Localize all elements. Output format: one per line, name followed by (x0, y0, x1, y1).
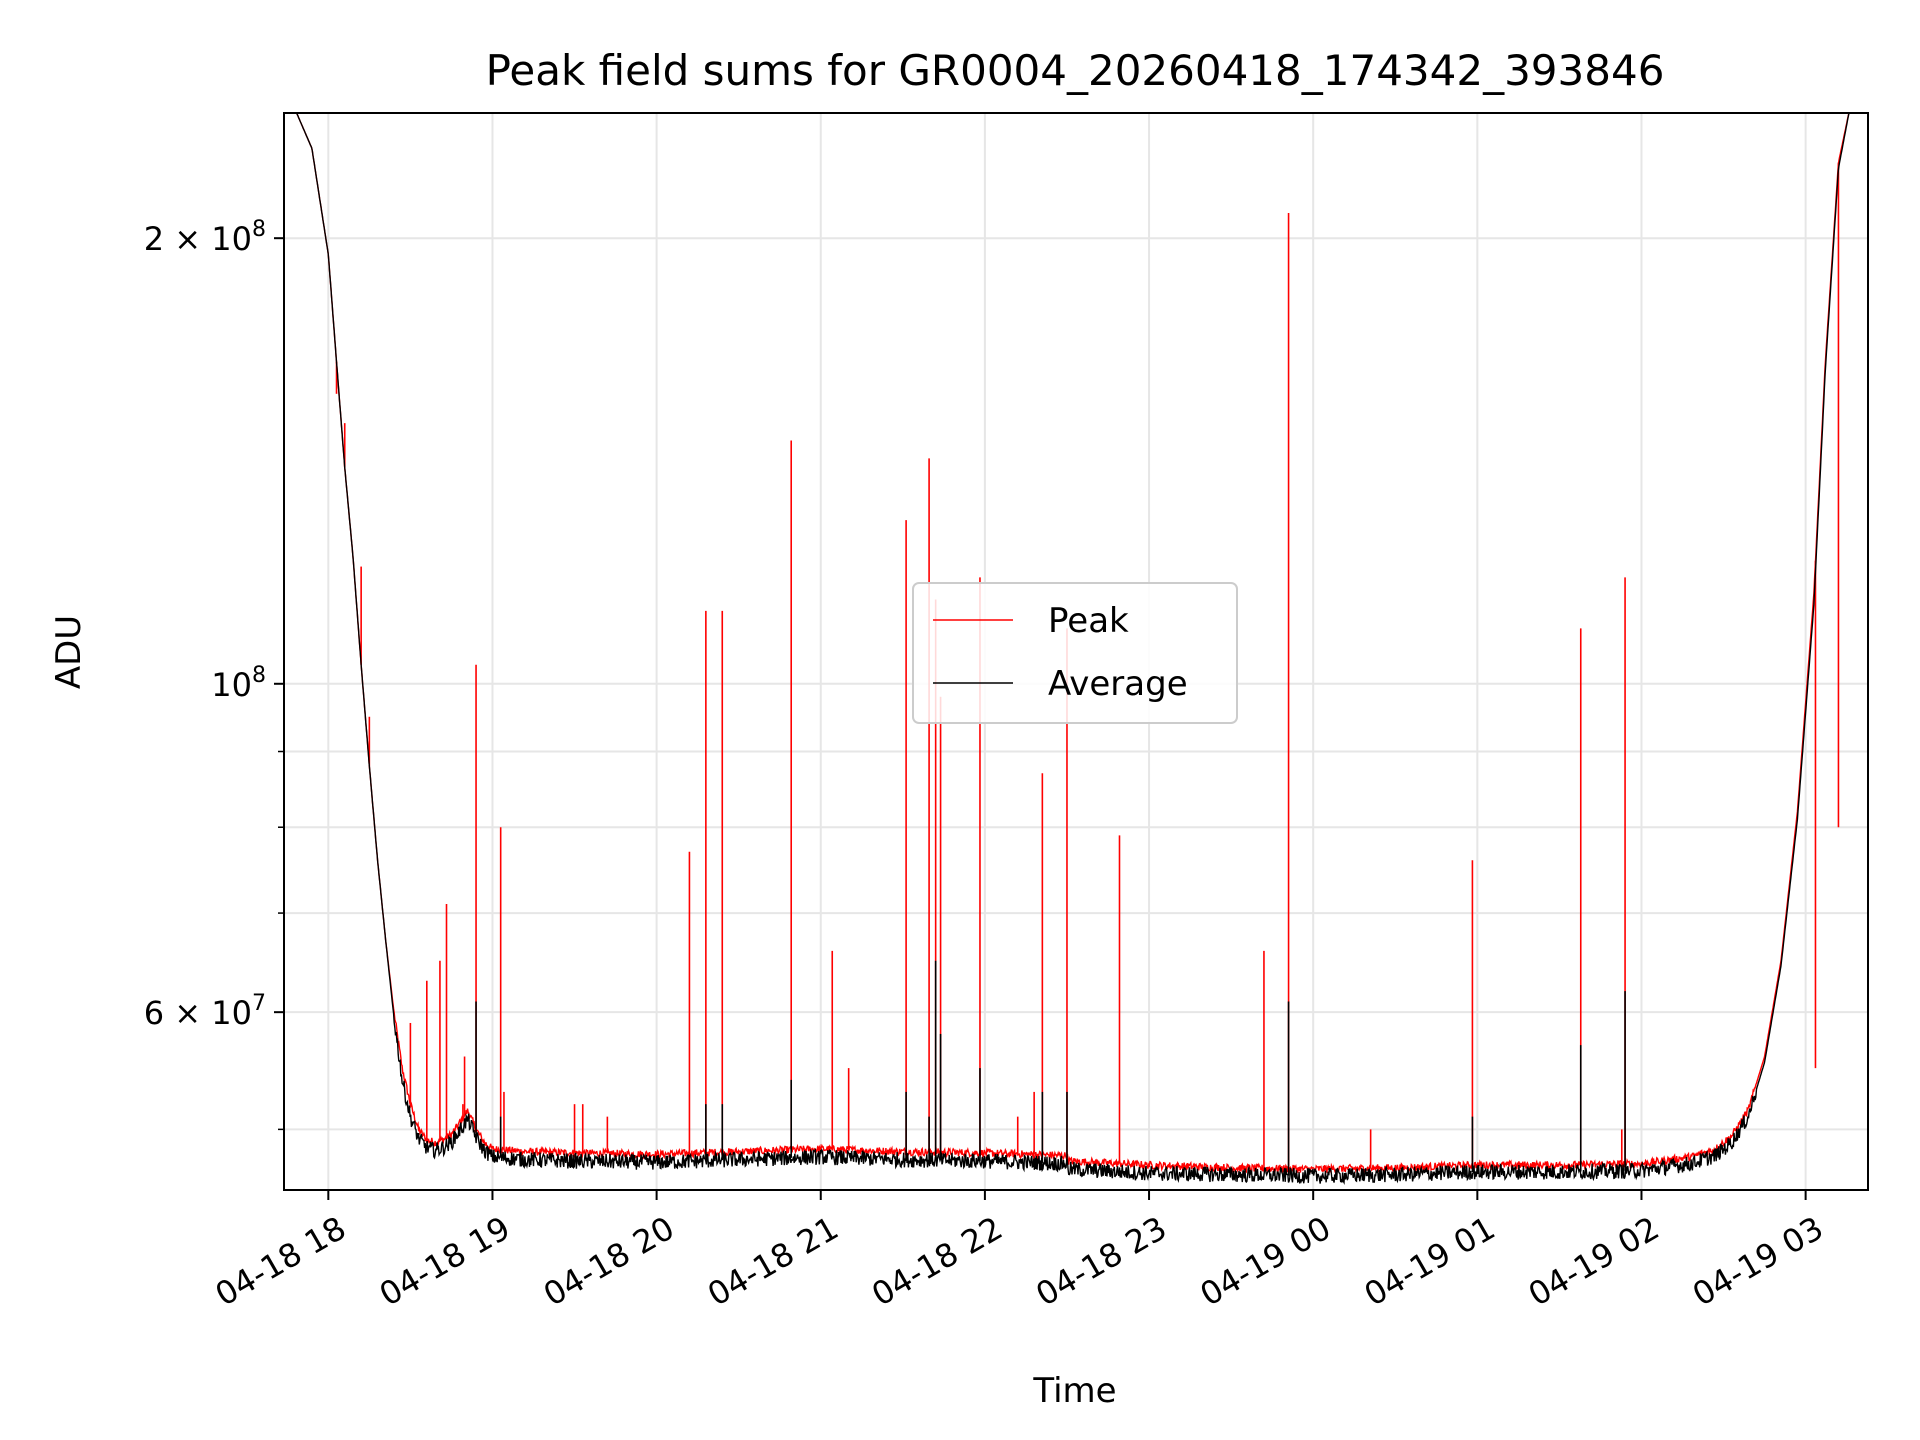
y-axis: 2 × 108 108 6 × 107 (144, 217, 284, 1131)
y-tick-label: 108 (211, 663, 266, 704)
grid (284, 113, 1868, 1190)
legend-label-peak: Peak (1048, 601, 1129, 641)
series-layer (295, 113, 1850, 1185)
y-tick-label: 6 × 107 (144, 991, 266, 1032)
chart-title: Peak field sums for GR0004_20260418_1743… (486, 46, 1665, 95)
legend-box (912, 582, 1238, 724)
y-axis-label: ADU (49, 615, 89, 689)
series-line-average (295, 113, 1850, 1185)
legend: Peak Average (912, 582, 1238, 724)
y-tick-label: 2 × 108 (144, 217, 266, 258)
legend-label-average: Average (1048, 664, 1188, 704)
plot-frame (283, 112, 1869, 1191)
x-axis-label: Time (1032, 1371, 1116, 1411)
